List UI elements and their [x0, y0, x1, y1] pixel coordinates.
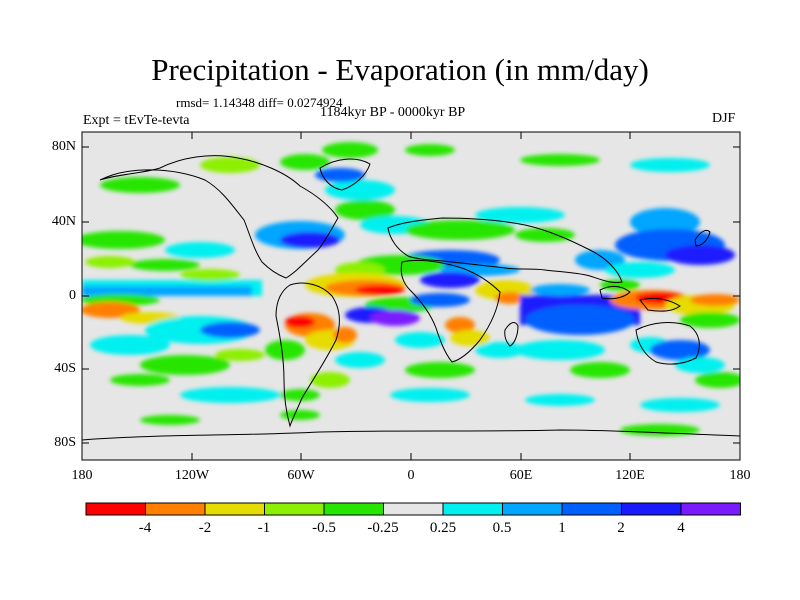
colorbar-label: -2	[198, 520, 212, 536]
experiment-label: Expt = tEvTe-tevta	[83, 113, 190, 128]
season-label: DJF	[712, 111, 736, 126]
colorbar-swatch	[680, 502, 741, 516]
lat-label-40s: 40S	[54, 361, 76, 376]
colorbar-swatch	[204, 502, 265, 516]
chart-title: Precipitation - Evaporation (in mm/day)	[151, 52, 649, 87]
lat-label-80s: 80S	[54, 435, 76, 450]
colorbar-label: -0.25	[367, 520, 399, 536]
lon-label-0: 0	[407, 468, 415, 483]
axis-ticks	[81, 132, 741, 460]
colorbar-swatch	[85, 502, 146, 516]
stats-text: rmsd= 1.14348 diff= 0.0274924	[176, 95, 343, 110]
colorbar-label: -0.5	[312, 520, 336, 536]
colorbar-label: 1	[558, 520, 566, 536]
colorbar-swatch	[145, 502, 206, 516]
lon-label-120w: 120W	[174, 468, 210, 483]
lon-label-120e: 120E	[615, 468, 645, 483]
subtitle: 1184kyr BP - 0000kyr BP	[320, 105, 466, 120]
lon-label-180e: 180	[729, 468, 751, 483]
colorbar-label: -4	[138, 520, 152, 536]
colorbar-swatch	[561, 502, 622, 516]
colorbar-swatch	[621, 502, 682, 516]
lat-label-40n: 40N	[51, 214, 76, 229]
colorbar-label: 0.5	[492, 520, 512, 536]
colorbar-label: -1	[257, 520, 271, 536]
colorbar-swatch	[264, 502, 325, 516]
coastlines	[82, 155, 740, 441]
colorbar-label: 4	[677, 520, 685, 536]
lat-label-80n: 80N	[51, 139, 76, 154]
colorbar-swatch	[323, 502, 384, 516]
colorbar-swatch	[383, 502, 444, 516]
lat-label-0: 0	[69, 288, 76, 303]
lon-label-180w: 180	[71, 468, 93, 483]
lon-label-60e: 60E	[509, 468, 533, 483]
lon-label-60w: 60W	[287, 468, 315, 483]
colorbar-swatch	[502, 502, 563, 516]
colorbar	[85, 502, 741, 516]
colorbar-label: 2	[617, 520, 625, 536]
colorbar-label: 0.25	[429, 520, 457, 536]
colorbar-swatch	[442, 502, 503, 516]
precip-field	[82, 142, 740, 441]
